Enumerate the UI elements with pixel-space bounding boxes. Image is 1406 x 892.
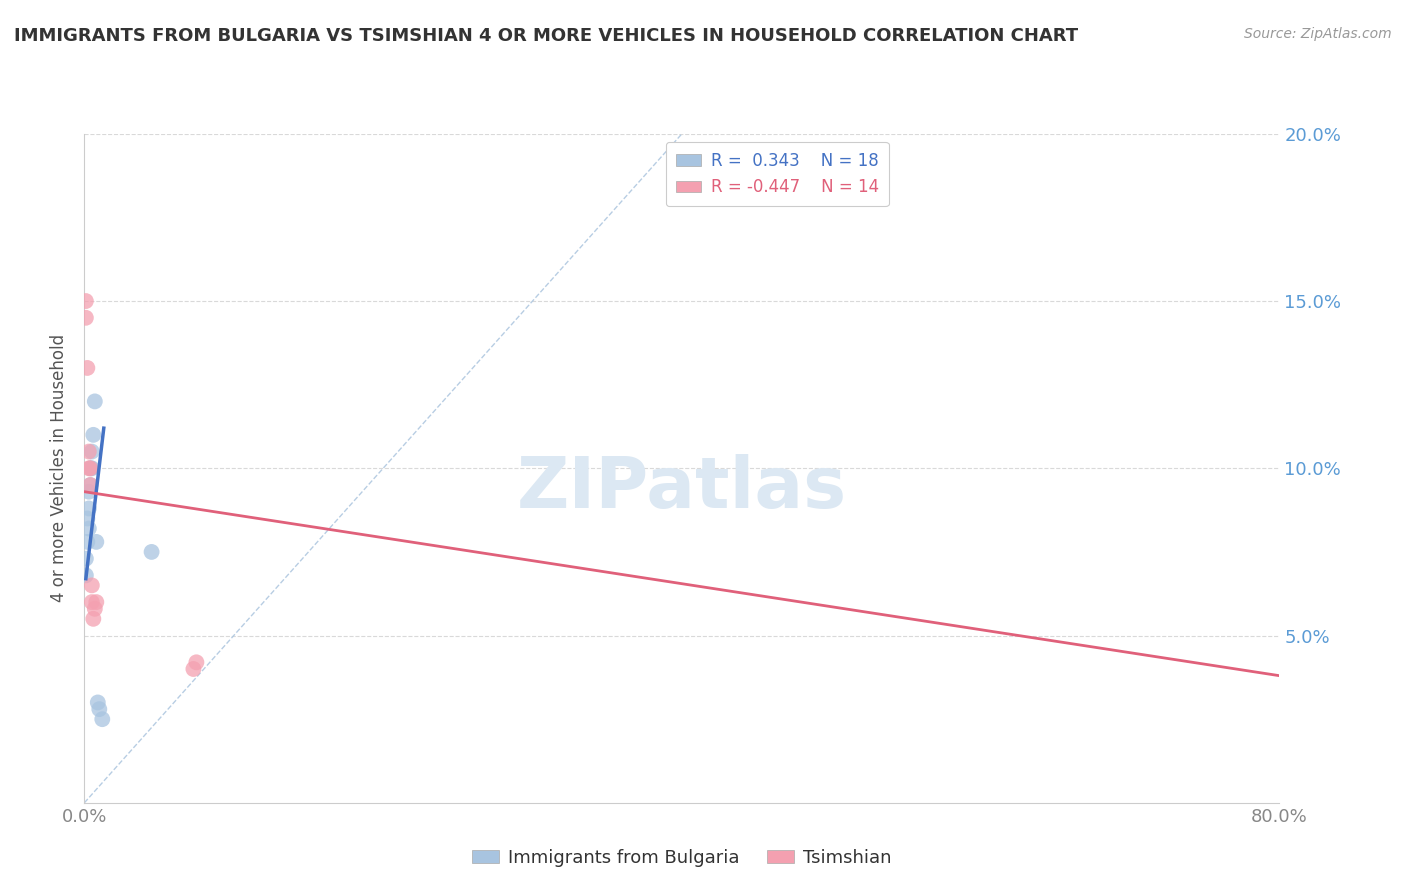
Point [79,478,101,492]
Point [80,595,103,609]
Point [91,712,114,726]
Point [141,545,163,559]
Text: Source: ZipAtlas.com: Source: ZipAtlas.com [1244,27,1392,41]
Point [75,568,97,582]
Point [80,444,103,458]
Point [186,655,208,669]
Y-axis label: 4 or more Vehicles in Household: 4 or more Vehicles in Household [51,334,69,602]
Point [77,461,100,475]
Point [83,602,105,616]
Point [83,394,105,409]
Point [87,696,110,710]
Point [75,294,97,309]
Text: IMMIGRANTS FROM BULGARIA VS TSIMSHIAN 4 OR MORE VEHICLES IN HOUSEHOLD CORRELATIO: IMMIGRANTS FROM BULGARIA VS TSIMSHIAN 4 … [14,27,1078,45]
Point [77,444,100,458]
Point [79,461,101,475]
Point [76,361,98,376]
Legend: Immigrants from Bulgaria, Tsimshian: Immigrants from Bulgaria, Tsimshian [465,842,898,874]
Point [76,535,98,549]
Point [86,595,108,609]
Point [77,501,100,516]
Point [80,578,103,592]
Point [77,484,100,499]
Point [82,428,104,442]
Point [80,461,103,475]
Text: ZIPatlas: ZIPatlas [517,454,846,523]
Point [75,310,97,325]
Point [79,478,101,492]
Point [183,662,205,676]
Point [76,511,98,525]
Point [75,551,97,566]
Point [89,702,111,716]
Point [79,461,101,475]
Point [77,521,100,535]
Point [86,535,108,549]
Point [82,612,104,626]
